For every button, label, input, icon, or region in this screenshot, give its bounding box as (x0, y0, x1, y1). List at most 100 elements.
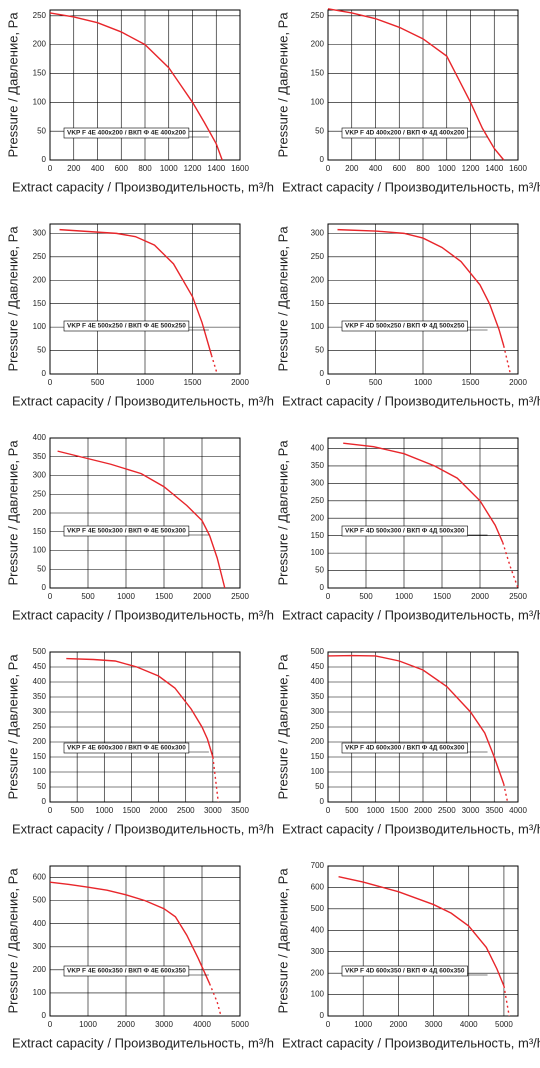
x-axis-label: Extract capacity / Производительность, m… (12, 393, 274, 408)
y-tick-label: 150 (311, 299, 325, 308)
annotation: VKP F 4E 600x350 / ВКП Ф 4Е 600x350 (67, 968, 186, 975)
y-tick-label: 50 (37, 564, 46, 573)
y-tick-label: 100 (311, 97, 325, 106)
x-tick-label: 2000 (471, 592, 489, 601)
curve (210, 355, 218, 375)
x-tick-label: 1500 (433, 592, 451, 601)
annotation-box (341, 525, 468, 537)
annotation-box (63, 320, 190, 332)
curve (502, 542, 519, 589)
y-tick-label: 250 (33, 252, 47, 261)
y-tick-label: 500 (33, 896, 47, 905)
x-tick-label: 0 (48, 592, 53, 601)
x-tick-label: 2500 (438, 806, 456, 815)
annotation-box (341, 965, 468, 977)
curve (57, 450, 226, 589)
y-tick-label: 400 (33, 677, 47, 686)
x-tick-label: 2500 (509, 592, 527, 601)
y-tick-label: 250 (311, 722, 325, 731)
x-tick-label: 1000 (438, 164, 456, 173)
annotation-box (63, 965, 190, 977)
annotation-box (341, 320, 468, 332)
curve (212, 756, 219, 803)
y-tick-label: 250 (33, 722, 47, 731)
y-tick-label: 300 (311, 947, 325, 956)
y-tick-label: 300 (33, 707, 47, 716)
x-tick-label: 1600 (509, 164, 527, 173)
y-tick-label: 100 (33, 767, 47, 776)
x-tick-label: 2000 (231, 378, 249, 387)
x-axis-label: Extract capacity / Производительность, m… (282, 393, 540, 408)
x-tick-label: 400 (91, 164, 105, 173)
y-tick-label: 100 (33, 322, 47, 331)
y-tick-label: 0 (320, 583, 325, 592)
x-tick-label: 0 (326, 378, 331, 387)
annotation: VKP F 4E 600x300 / ВКП Ф 4Е 600x300 (67, 745, 186, 752)
y-tick-label: 100 (311, 990, 325, 999)
y-tick-label: 400 (311, 925, 325, 934)
y-tick-label: 50 (315, 126, 324, 135)
x-tick-label: 500 (345, 806, 359, 815)
x-tick-label: 600 (393, 164, 407, 173)
y-tick-label: 0 (320, 155, 325, 164)
x-tick-label: 2000 (193, 592, 211, 601)
x-tick-label: 1400 (207, 164, 225, 173)
y-tick-label: 300 (311, 478, 325, 487)
y-tick-label: 200 (311, 968, 325, 977)
y-axis-label: Pressure / Давление, Pa (5, 226, 20, 372)
x-tick-label: 800 (138, 164, 152, 173)
curve (66, 657, 214, 758)
x-tick-label: 1500 (390, 806, 408, 815)
y-tick-label: 0 (320, 369, 325, 378)
x-tick-label: 1000 (160, 164, 178, 173)
annotation: VKP F 4D 600x350 / ВКП Ф 4Д 600x350 (345, 968, 465, 975)
curve (503, 985, 510, 1017)
x-tick-label: 1000 (414, 378, 432, 387)
y-tick-label: 250 (33, 489, 47, 498)
y-tick-label: 250 (311, 496, 325, 505)
x-axis-label: Extract capacity / Производительность, m… (282, 179, 540, 194)
x-tick-label: 0 (326, 1020, 331, 1029)
x-tick-label: 3000 (204, 806, 222, 815)
x-tick-label: 1000 (395, 592, 413, 601)
x-tick-label: 1200 (184, 164, 202, 173)
y-tick-label: 0 (320, 797, 325, 806)
y-tick-label: 200 (33, 275, 47, 284)
y-tick-label: 100 (33, 97, 47, 106)
annotation: VKP F 4D 500x250 / ВКП Ф 4Д 500x250 (345, 323, 465, 330)
curve (208, 983, 222, 1017)
x-tick-label: 1400 (485, 164, 503, 173)
x-tick-label: 4000 (193, 1020, 211, 1029)
x-tick-label: 1000 (79, 1020, 97, 1029)
curve (343, 442, 504, 543)
x-tick-label: 1000 (367, 806, 385, 815)
y-tick-label: 200 (311, 513, 325, 522)
plot-area (327, 865, 519, 1017)
y-tick-label: 50 (37, 782, 46, 791)
curve (338, 876, 505, 987)
x-tick-label: 200 (67, 164, 81, 173)
y-axis-label: Pressure / Давление, Pa (5, 440, 20, 586)
y-axis-label: Pressure / Давление, Pa (275, 868, 290, 1014)
y-axis-label: Pressure / Давление, Pa (275, 440, 290, 586)
y-axis-label: Pressure / Давление, Pa (275, 226, 290, 372)
y-tick-label: 200 (33, 40, 47, 49)
x-tick-label: 0 (48, 1020, 53, 1029)
y-tick-label: 200 (33, 508, 47, 517)
y-tick-label: 0 (42, 797, 47, 806)
y-tick-label: 150 (33, 299, 47, 308)
y-tick-label: 700 (311, 861, 325, 870)
y-axis-label: Pressure / Давление, Pa (5, 868, 20, 1014)
x-axis-label: Extract capacity / Производительность, m… (12, 1035, 274, 1050)
y-tick-label: 300 (33, 942, 47, 951)
x-tick-label: 1500 (184, 378, 202, 387)
x-tick-label: 2000 (389, 1020, 407, 1029)
x-tick-label: 1000 (117, 592, 135, 601)
y-tick-label: 150 (311, 69, 325, 78)
x-tick-label: 4000 (460, 1020, 478, 1029)
x-tick-label: 0 (326, 806, 331, 815)
curve (49, 881, 211, 984)
y-tick-label: 600 (33, 873, 47, 882)
y-axis-label: Pressure / Давление, Pa (5, 654, 20, 800)
curve (337, 228, 505, 347)
